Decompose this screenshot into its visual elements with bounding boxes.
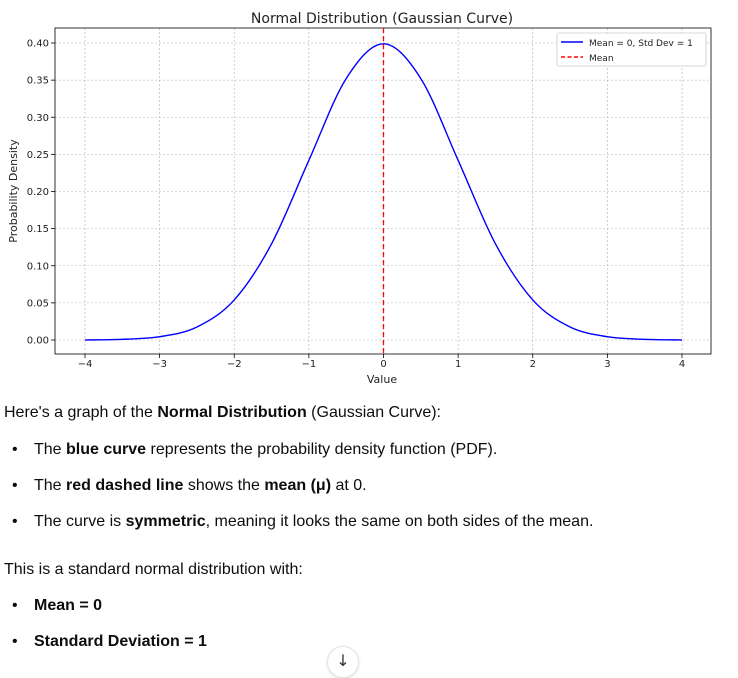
x-tick-label: 3 bbox=[604, 359, 610, 370]
x-tick-label: 1 bbox=[455, 359, 461, 370]
intro-suffix-text: (Gaussian Curve): bbox=[306, 404, 441, 421]
x-tick-label: −2 bbox=[227, 359, 242, 370]
message-intro: Here's a graph of the Normal Distributio… bbox=[4, 403, 441, 423]
x-axis: −4 −3 −2 −1 0 1 2 3 4 bbox=[78, 354, 685, 370]
legend-label-pdf: Mean = 0, Std Dev = 1 bbox=[589, 39, 693, 49]
y-tick-label: 0.00 bbox=[27, 336, 49, 347]
x-axis-label: Value bbox=[367, 373, 397, 386]
y-tick-label: 0.20 bbox=[27, 187, 49, 198]
legend-box bbox=[556, 32, 707, 67]
message-outro: This is a standard normal distribution w… bbox=[4, 561, 303, 578]
intro-bold-text: Normal Distribution bbox=[157, 404, 307, 421]
legend-label-mean: Mean bbox=[589, 54, 614, 64]
x-tick-label: −3 bbox=[152, 359, 167, 370]
normal-distribution-chart: Normal Distribution (Gaussian Curve) −4−… bbox=[7, 11, 712, 386]
list-item-text: Mean = 0 bbox=[34, 597, 103, 614]
x-tick-label: −1 bbox=[302, 359, 317, 370]
list-item-text: The red dashed line shows the mean (μ) a… bbox=[34, 477, 367, 494]
chart-title: Normal Distribution (Gaussian Curve) bbox=[251, 11, 513, 27]
y-axis: 0.00 0.05 0.10 0.15 0.20 0.25 0.30 0.35 0.40 bbox=[27, 39, 55, 347]
y-tick-label: 0.25 bbox=[27, 150, 49, 161]
y-tick-label: 0.35 bbox=[27, 76, 49, 87]
y-tick-label: 0.10 bbox=[27, 261, 49, 272]
y-tick-label: 0.05 bbox=[27, 298, 49, 309]
bullet-icon: • bbox=[12, 513, 18, 530]
arrow-down-icon: ↓ bbox=[336, 651, 350, 670]
bullet-icon: • bbox=[12, 441, 18, 458]
y-axis-label: Probability Density bbox=[7, 139, 20, 243]
y-tick-label: 0.15 bbox=[27, 224, 49, 235]
x-tick-label: 0 bbox=[380, 359, 386, 370]
intro-text: Here's a graph of the bbox=[4, 404, 158, 421]
list-item-text: The blue curve represents the probabilit… bbox=[34, 441, 498, 458]
bullet-icon: • bbox=[12, 477, 18, 494]
y-tick-label: 0.40 bbox=[27, 39, 49, 50]
list-item-text: Standard Deviation = 1 bbox=[34, 633, 207, 650]
series-group bbox=[84, 28, 683, 354]
pdf-curve bbox=[84, 43, 683, 341]
x-tick-label: 2 bbox=[530, 359, 536, 370]
list-item-text: The curve is symmetric, meaning it looks… bbox=[34, 513, 594, 530]
x-tick-label: 4 bbox=[679, 359, 685, 370]
bullet-icon: • bbox=[12, 633, 18, 650]
legend: Mean = 0, Std Dev = 1 Mean bbox=[556, 32, 707, 67]
scroll-to-bottom-button[interactable]: ↓ bbox=[327, 646, 359, 678]
y-tick-label: 0.30 bbox=[27, 113, 49, 124]
x-tick-label: −4 bbox=[78, 359, 93, 370]
bullet-icon: • bbox=[12, 597, 18, 614]
